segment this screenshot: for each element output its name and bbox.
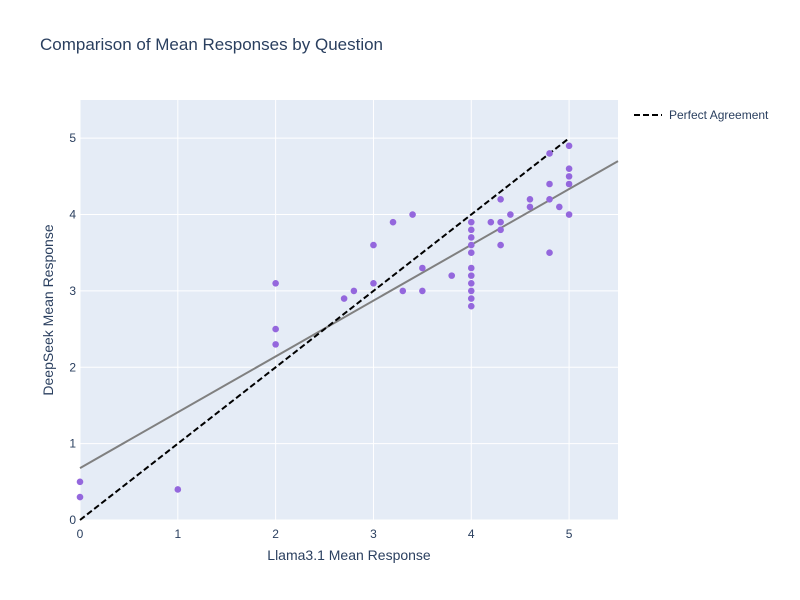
legend[interactable]: Perfect Agreement: [634, 108, 769, 122]
data-point: [546, 150, 553, 157]
data-point: [467, 295, 475, 302]
x-tick-label: 5: [566, 527, 573, 541]
y-tick-label: 3: [69, 284, 76, 298]
data-point: [272, 341, 279, 348]
data-point: [497, 218, 504, 226]
y-tick-label: 0: [69, 513, 76, 527]
data-point: [389, 218, 397, 226]
x-axis-ticks: 0 1 2 3 4 5: [77, 527, 573, 541]
data-point: [467, 234, 475, 241]
chart-title: Comparison of Mean Responses by Question: [40, 35, 383, 54]
data-point: [546, 195, 553, 203]
x-tick-label: 3: [370, 527, 377, 541]
data-point: [448, 272, 456, 279]
data-point: [399, 287, 407, 295]
y-tick-label: 2: [69, 360, 76, 374]
data-point: [467, 264, 475, 272]
y-tick-label: 1: [69, 437, 76, 451]
data-point: [467, 279, 475, 287]
x-tick-label: 0: [77, 527, 84, 541]
data-point: [526, 203, 534, 211]
data-point: [272, 279, 279, 287]
data-point: [467, 249, 475, 257]
trend-line: [79, 160, 619, 469]
y-tick-label: 5: [69, 131, 76, 145]
data-point: [565, 180, 573, 188]
data-point: [467, 226, 475, 234]
data-point: [370, 241, 377, 249]
data-point: [350, 287, 358, 295]
data-point: [565, 211, 573, 218]
data-point: [419, 264, 426, 272]
legend-label-perfect-agreement: Perfect Agreement: [669, 108, 769, 122]
data-point: [76, 478, 84, 486]
perfect-agreement-line: [79, 137, 570, 521]
data-point: [497, 195, 504, 203]
data-point: [546, 180, 553, 188]
x-axis-title: Llama3.1 Mean Response: [267, 547, 431, 563]
data-point: [467, 302, 475, 310]
data-point: [497, 226, 504, 234]
y-axis-ticks: 0 1 2 3 4 5: [69, 131, 76, 527]
data-point: [556, 203, 563, 211]
x-tick-label: 2: [272, 527, 279, 541]
data-point: [272, 325, 279, 333]
data-point: [76, 493, 84, 501]
data-point: [507, 211, 514, 218]
data-point: [174, 486, 182, 493]
data-point: [370, 279, 377, 287]
x-tick-label: 4: [468, 527, 475, 541]
data-point: [565, 142, 573, 150]
data-point: [546, 249, 553, 257]
points-layer: [76, 142, 573, 501]
grid-lines: [79, 100, 618, 521]
data-point: [487, 218, 495, 226]
data-point: [467, 218, 475, 226]
data-point: [419, 287, 426, 295]
x-tick-label: 1: [174, 527, 181, 541]
data-point: [565, 173, 573, 180]
data-point: [340, 295, 348, 302]
data-point: [467, 272, 475, 279]
data-point: [565, 165, 573, 173]
data-point: [467, 287, 475, 295]
lines-layer: [79, 137, 619, 521]
y-tick-label: 4: [69, 208, 76, 222]
data-point: [497, 241, 504, 249]
data-point: [467, 241, 475, 249]
data-point: [409, 211, 416, 218]
y-axis-title: DeepSeek Mean Response: [40, 224, 56, 395]
data-point: [526, 195, 534, 203]
